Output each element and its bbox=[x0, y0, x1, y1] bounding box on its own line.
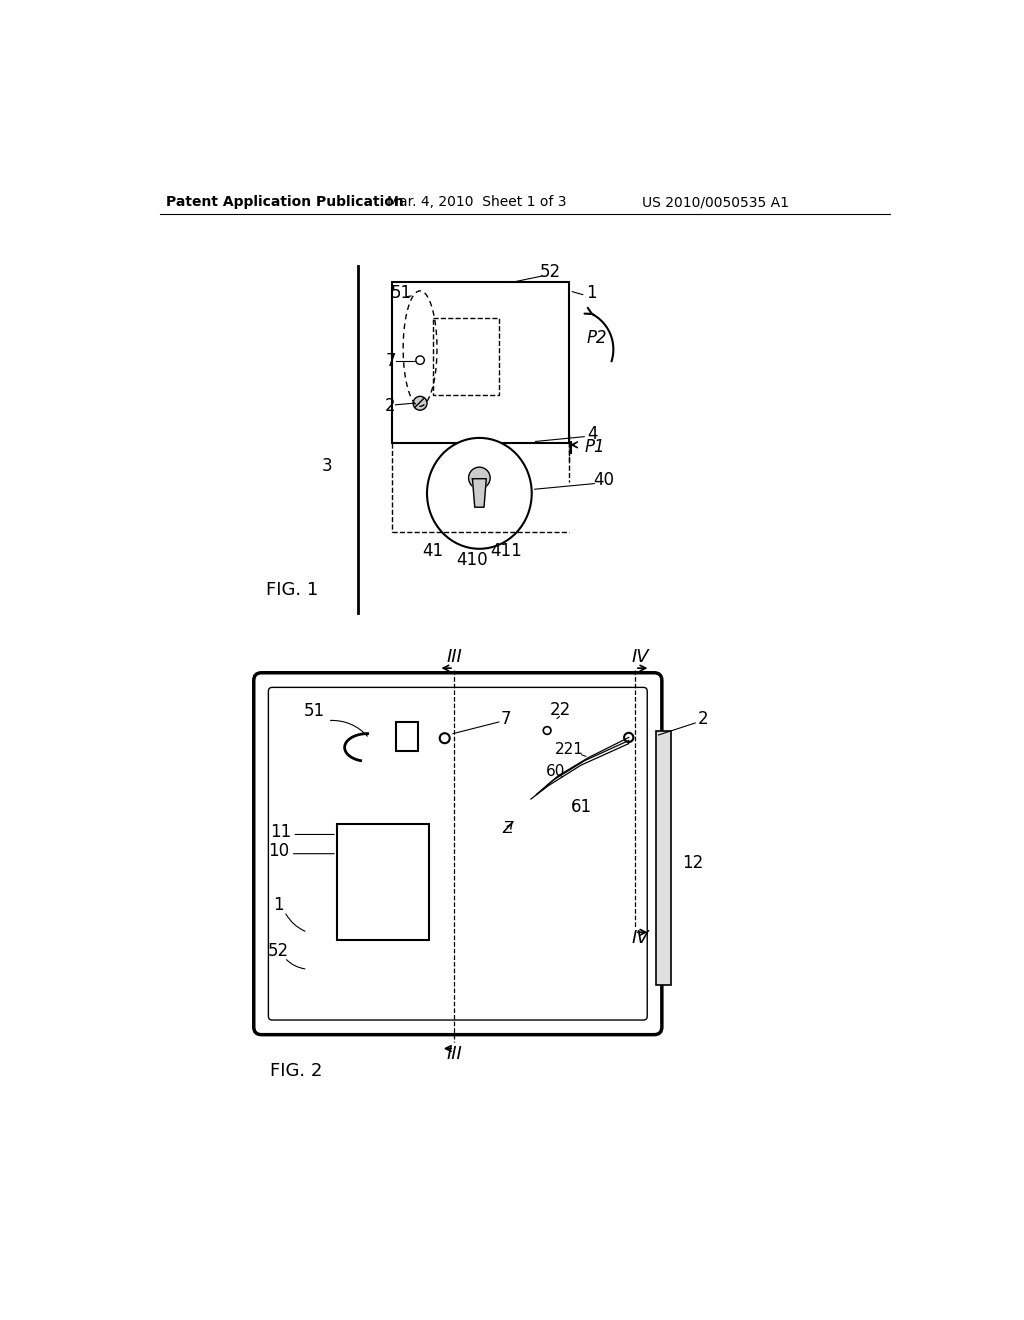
Circle shape bbox=[439, 733, 450, 743]
Text: 11: 11 bbox=[270, 824, 292, 841]
FancyBboxPatch shape bbox=[254, 673, 662, 1035]
Polygon shape bbox=[472, 479, 486, 507]
Ellipse shape bbox=[427, 438, 531, 549]
Text: 60: 60 bbox=[546, 764, 565, 779]
Text: P1: P1 bbox=[585, 438, 605, 457]
Text: 40: 40 bbox=[593, 471, 613, 490]
Circle shape bbox=[413, 396, 427, 411]
Text: 7: 7 bbox=[386, 352, 396, 370]
Bar bbox=[655, 730, 671, 985]
Bar bbox=[396, 722, 418, 751]
Text: IV: IV bbox=[632, 648, 649, 667]
Text: P2: P2 bbox=[586, 329, 607, 347]
Text: 41: 41 bbox=[423, 543, 443, 560]
Text: Z: Z bbox=[503, 821, 513, 836]
Text: III: III bbox=[446, 1045, 462, 1063]
Text: 52: 52 bbox=[540, 263, 561, 281]
Bar bbox=[337, 825, 429, 940]
Text: 51: 51 bbox=[303, 702, 325, 721]
Text: 61: 61 bbox=[571, 797, 592, 816]
Text: 2: 2 bbox=[385, 397, 395, 416]
Text: 51: 51 bbox=[391, 284, 413, 302]
Text: FIG. 1: FIG. 1 bbox=[266, 581, 318, 598]
Bar bbox=[392, 281, 569, 444]
Circle shape bbox=[544, 726, 551, 734]
Circle shape bbox=[416, 356, 424, 364]
Text: US 2010/0050535 A1: US 2010/0050535 A1 bbox=[642, 195, 790, 210]
Text: 410: 410 bbox=[456, 552, 487, 569]
Text: 1: 1 bbox=[273, 896, 284, 915]
Circle shape bbox=[469, 467, 490, 488]
Text: FIG. 2: FIG. 2 bbox=[270, 1061, 323, 1080]
Text: 22: 22 bbox=[550, 701, 570, 719]
Text: Patent Application Publication: Patent Application Publication bbox=[166, 195, 403, 210]
Text: IV: IV bbox=[632, 929, 649, 946]
Text: III: III bbox=[446, 648, 462, 667]
Text: 52: 52 bbox=[268, 942, 289, 961]
Text: 2: 2 bbox=[697, 710, 708, 727]
Text: 221: 221 bbox=[555, 742, 584, 758]
Circle shape bbox=[625, 733, 634, 742]
Text: 12: 12 bbox=[682, 854, 703, 873]
Text: 7: 7 bbox=[501, 710, 512, 727]
Text: 3: 3 bbox=[322, 458, 332, 475]
Text: 1: 1 bbox=[586, 284, 596, 302]
Text: 411: 411 bbox=[490, 543, 522, 560]
Text: 10: 10 bbox=[268, 842, 290, 861]
Text: 4: 4 bbox=[588, 425, 598, 444]
Bar bbox=[433, 318, 499, 395]
Text: Mar. 4, 2010  Sheet 1 of 3: Mar. 4, 2010 Sheet 1 of 3 bbox=[387, 195, 567, 210]
